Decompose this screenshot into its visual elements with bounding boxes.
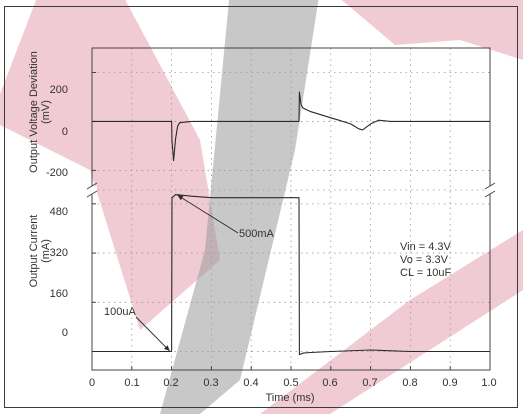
x-tick-label: 0.4 <box>243 377 259 389</box>
axes <box>86 47 496 371</box>
axis-break-mark <box>86 182 98 190</box>
x-tick-label: 0.1 <box>124 377 140 389</box>
y-tick-label-bottom: 480 <box>49 206 68 218</box>
gridlines <box>91 48 491 370</box>
watermark-gray-stroke <box>160 0 319 414</box>
annotation-arrows <box>135 194 239 352</box>
x-tick-label: 0.2 <box>163 377 179 389</box>
watermark-red-stroke-top <box>341 0 523 60</box>
x-tick-label: 0.6 <box>322 377 338 389</box>
x-tick-label: 0.3 <box>203 377 219 389</box>
x-tick-label: 0.5 <box>283 377 299 389</box>
x-tick-label: 0.9 <box>442 377 458 389</box>
y-tick-label-bottom: 320 <box>49 247 68 259</box>
axis-break-mark <box>86 190 98 198</box>
y-axis-label-bottom: Output Current (mA) <box>28 191 52 311</box>
y-tick-label-top: -200 <box>45 167 68 179</box>
series <box>92 91 490 356</box>
output-current-trace <box>92 194 490 356</box>
x-tick-label: 0.7 <box>362 377 378 389</box>
y-axis-label-top-line1: Output Voltage Deviation <box>28 51 40 173</box>
axis-break-gap <box>87 186 97 194</box>
annotation-100ua-arrow-head <box>164 345 170 351</box>
y-axis-label-bottom-line2: (mA) <box>40 239 52 263</box>
annotation-100ua: 100uA <box>104 306 136 318</box>
x-tick-label: 1.0 <box>481 377 497 389</box>
annotation-500ma-arrow <box>177 194 239 234</box>
axis-break-mark <box>484 190 496 198</box>
watermark-red-stroke-bottom <box>260 230 523 414</box>
y-axis-label-top: Output Voltage Deviation (mV) <box>28 32 52 192</box>
x-tick-label: 0 <box>88 377 96 389</box>
y-axis-label-bottom-line1: Output Current <box>28 214 40 288</box>
axis-break-gap <box>485 186 495 194</box>
annotation-vo: Vo = 3.3V <box>400 254 449 266</box>
chart-frame <box>4 6 518 408</box>
watermark-red-stroke-left <box>0 0 220 330</box>
x-axis-label: Time (ms) <box>265 392 315 404</box>
annotation-500ma: 500mA <box>239 228 274 240</box>
y-axis-label-top-line2: (mV) <box>40 100 52 124</box>
y-tick-label-bottom: 0 <box>61 327 68 339</box>
annotation-cl: CL = 10uF <box>400 267 452 279</box>
annotation-100ua-arrow <box>135 316 170 352</box>
axis-break-mark <box>484 182 496 190</box>
y-tick-label-bottom: 160 <box>49 288 68 300</box>
voltage-deviation-trace <box>92 91 490 162</box>
x-tick-label: 0.8 <box>402 377 418 389</box>
y-tick-label-top: 200 <box>49 84 68 96</box>
annotation-vin: Vin = 4.3V <box>400 241 451 253</box>
y-tick-label-top: 0 <box>61 126 68 138</box>
annotation-500ma-arrow-head <box>177 195 184 201</box>
